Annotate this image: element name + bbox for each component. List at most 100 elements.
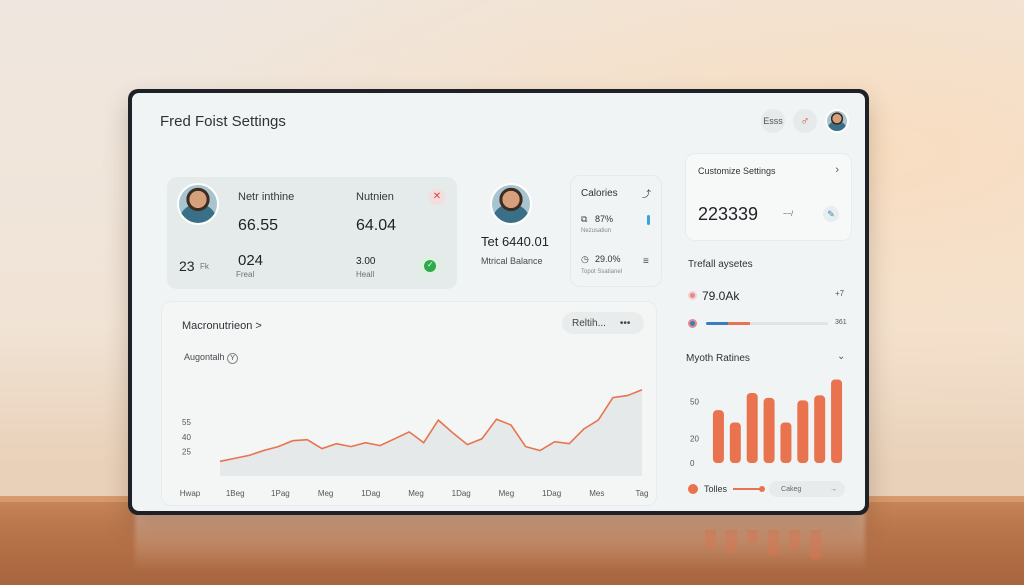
trend-progress-bar [706,322,828,325]
y-tick-label: 40 [182,433,191,442]
trend-arrow: +7 [835,289,845,298]
bar [780,422,792,463]
stat-sub-4: Heall [356,270,375,279]
x-tick-label: 1Dag [361,489,380,498]
menu-lines-icon[interactable]: ≡ [643,256,649,267]
check-toggle[interactable]: ✓ [417,257,443,275]
x-tick-label: 1Beg [226,489,245,498]
chevron-right-icon[interactable]: › [835,164,839,176]
x-tick-label: Meg [499,489,515,498]
line-chart: 25 40 55 Hwap 1Beg 1Pag Meg 1Dag Meg 1Dag Meg 1Dag M… [180,389,649,498]
profile-avatar [490,183,532,225]
x-tick-label: 1Dag [542,489,561,498]
menu-icon[interactable]: Esss [761,109,785,133]
trend-dot-icon [688,291,697,300]
trend-dot2-icon [688,319,697,328]
page-title: Fred Foist Settings [160,113,286,130]
bar [746,392,758,463]
series-line [219,389,643,463]
customize-unit: ~~/ [783,211,794,218]
bar-chart: 0 20 50 [690,379,843,468]
monitor: Fred Foist Settings Esss ♂ Netr inthine … [128,89,869,515]
area-fill [220,389,642,476]
macro-subtitle: Augontalh Y [184,352,239,364]
bar [763,397,775,463]
calories-sub-2: Topot Ssatianel [581,269,623,275]
trend-fill-blue [706,322,728,325]
stat-label-1: Netr inthine [238,191,295,203]
more-icon[interactable]: ••• [619,317,631,329]
stat-value-3: 64.04 [356,217,397,234]
y-tick-label: 50 [690,398,699,407]
info-icon: Y [227,353,239,364]
legend-label: Tolles [704,484,728,494]
x-tick-label: 1Pag [271,489,290,498]
macro-filter-button[interactable]: Reltih... ••• [562,312,644,334]
y-tick-label: 55 [182,418,191,427]
customize-title: Customize Settings [698,166,776,176]
chevron-down-icon[interactable]: ⌄ [837,351,846,362]
macro-title[interactable]: Macronutrieon > [182,320,262,332]
macro-filter-label: Reltih... [572,317,606,329]
bar [712,410,724,463]
calories-sub-1: Nezusatiun [581,228,612,234]
age-unit: Fk [200,262,209,271]
macro-subtitle-text: Augontalh [184,352,225,362]
clock-icon: ◷ [581,254,589,264]
chevron-right-icon: > [255,320,262,332]
calories-title: Calories [581,188,618,199]
calories-card: Calories ⤴ ⧉ 87% Nezusatiun ◷ 29.0% Topo… [570,175,662,287]
close-icon[interactable]: ✕ [429,189,445,205]
y-tick-label: 25 [182,448,191,457]
legend-select[interactable]: Cakeg → [769,481,846,497]
x-tick-label: Meg [318,489,334,498]
x-tick-label: Meg [408,489,424,498]
macro-card: Macronutrieon > Reltih... ••• Augontalh Y… [161,301,657,506]
legend-line [733,486,766,492]
bar [814,395,826,463]
trend-title: Trefall aysetes [688,259,753,270]
y-tick-label: 20 [690,434,699,443]
x-tick-label: Hwap [180,489,201,498]
macro-title-text: Macronutrieon [182,320,253,332]
edit-icon[interactable]: ✎ [823,206,839,222]
copy-icon: ⧉ [581,214,588,224]
bar [729,422,741,463]
user-avatar[interactable] [825,109,849,133]
stat-value-2: 024 [238,252,264,269]
gender-icon[interactable]: ♂ [793,109,817,133]
stat-sub-2: Freal [236,270,255,279]
avatar [177,183,219,225]
header-actions: Esss ♂ [761,109,849,133]
stats-card: Netr inthine 66.55 024 Freal 23 Fk Nutni… [167,177,457,289]
trend-bar-value: 361 [835,319,847,326]
trend-value: 79.0Ak [702,289,740,303]
stat-value-4: 3.00 [356,256,376,267]
trend-fill-orange [727,322,750,325]
arrow-right-icon: → [830,485,838,493]
legend-dot-icon [688,484,698,494]
legend-select-label: Cakeg [781,485,802,493]
app-screen: Fred Foist Settings Esss ♂ Netr inthine … [132,93,865,511]
customize-value: 223339 [698,204,759,224]
age-value: 23 [179,258,195,274]
calories-value-2: 29.0% [595,254,621,264]
y-tick-label: 0 [690,459,695,468]
chart-legend: Tolles Cakeg → [688,481,846,497]
export-icon[interactable]: ⤴ [642,189,652,199]
x-tick-label: 1Dag [452,489,471,498]
stat-label-2: Nutnien [356,191,394,203]
myth-title: Myoth Ratines [686,353,750,364]
level-indicator [647,215,650,225]
screen-reflection [135,512,865,572]
stat-value-1: 66.55 [238,217,279,234]
profile-label: Mtrical Balance [481,256,543,266]
bar [797,400,809,463]
calories-value-1: 87% [595,214,614,224]
bars-reflection [705,530,845,564]
profile-value: Tet 6440.01 [481,234,549,249]
x-tick-label: Tag [636,489,649,498]
customize-card[interactable]: Customize Settings › 223339 ~~/ ✎ [685,153,852,241]
x-tick-label: Mes [589,489,604,498]
bar [831,379,843,463]
